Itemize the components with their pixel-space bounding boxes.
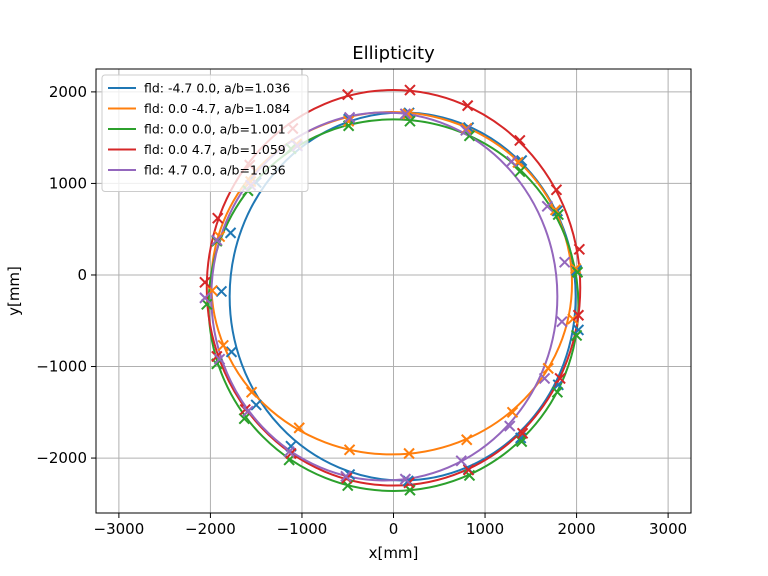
y-tick-label: −1000 [36, 358, 87, 376]
series-2-marker [461, 434, 473, 446]
series-3-marker [570, 329, 583, 342]
series-3-marker [514, 165, 526, 178]
series-4-marker [461, 99, 474, 112]
x-tick-label: −3000 [94, 520, 145, 538]
series-1-marker [225, 346, 238, 358]
series-2-marker [217, 339, 229, 352]
markers [199, 84, 586, 496]
series-4-marker [550, 184, 563, 196]
ticks: −3000 −2000 −1000 0 1000 2000 3000 −2000 −1000 0 1… [36, 83, 687, 538]
series-3-marker [552, 208, 564, 221]
legend-box [101, 74, 309, 192]
series-2-marker [343, 444, 356, 456]
series-4-marker [554, 372, 566, 385]
legend-entry: fld: 0.0 4.7, a/b=1.059 [144, 142, 286, 157]
series-3-marker [571, 266, 584, 278]
series-5-marker [541, 200, 553, 213]
series-5-marker [399, 473, 412, 485]
series-5-marker [211, 234, 223, 246]
legend-entry: fld: 0.0 -4.7, a/b=1.084 [144, 101, 290, 116]
y-axis-label: y[mm] [5, 266, 23, 316]
series-5-marker [343, 111, 356, 124]
series-4-marker [516, 427, 529, 440]
x-tick-label: 2000 [557, 520, 595, 538]
series-3-marker [404, 115, 416, 127]
series-5-marker [538, 372, 551, 385]
series-5-marker [399, 108, 412, 120]
y-tick-label: 0 [77, 266, 87, 284]
series-5-marker [199, 292, 211, 304]
series-2-marker [403, 447, 415, 460]
y-tick-label: 2000 [49, 83, 87, 101]
series-3-marker [283, 454, 295, 466]
series-2-marker [506, 406, 519, 419]
series-4-marker [404, 84, 416, 96]
x-tick-label: 1000 [466, 520, 504, 538]
series-2-marker [342, 115, 355, 127]
legend: fld: -4.7 0.0, a/b=1.036 fld: 0.0 -4.7, a… [101, 74, 309, 192]
series-1-marker [224, 227, 237, 239]
y-tick-label: 1000 [49, 174, 87, 192]
series-2-marker [245, 386, 258, 398]
series-4-marker [514, 134, 526, 147]
series-curve-5 [210, 111, 559, 482]
series-5-marker [504, 420, 516, 432]
legend-entry: fld: -4.7 0.0, a/b=1.036 [144, 81, 290, 96]
series-1-marker [250, 399, 262, 411]
series-5-marker [558, 256, 571, 268]
series-1-marker [215, 285, 228, 298]
y-tick-label: −2000 [36, 449, 87, 467]
x-tick-label: −1000 [277, 520, 328, 538]
x-tick-label: 3000 [649, 520, 687, 538]
series-3-marker [551, 386, 564, 398]
series-4-marker [573, 243, 586, 256]
legend-entry: fld: 4.7 0.0, a/b=1.036 [144, 163, 286, 178]
series-4-marker [212, 212, 224, 224]
series-5-marker [460, 124, 472, 137]
series-5-marker [283, 445, 295, 458]
x-tick-label: 0 [389, 520, 399, 538]
chart-title: Ellipticity [352, 43, 435, 64]
series-4-marker [462, 464, 475, 476]
series-4-marker [572, 309, 585, 321]
series-3-marker [201, 298, 213, 310]
series-4-marker [342, 88, 354, 101]
series-5-marker [213, 353, 226, 365]
series-5-marker [242, 405, 254, 418]
series-3-marker [238, 412, 250, 425]
series-5-marker [556, 315, 568, 328]
series-5-marker [340, 470, 352, 483]
series-2-marker [567, 313, 579, 325]
series-2-marker [293, 422, 305, 434]
x-axis-label: x[mm] [369, 544, 419, 562]
series-2-marker [542, 362, 554, 375]
series-curve-4 [205, 89, 582, 487]
series-5-marker [505, 155, 518, 168]
series-5-marker [455, 455, 467, 467]
series-3-marker [463, 130, 476, 142]
x-tick-label: −2000 [185, 520, 236, 538]
legend-entry: fld: 0.0 0.0, a/b=1.001 [144, 122, 286, 137]
series-4-marker [199, 276, 211, 289]
